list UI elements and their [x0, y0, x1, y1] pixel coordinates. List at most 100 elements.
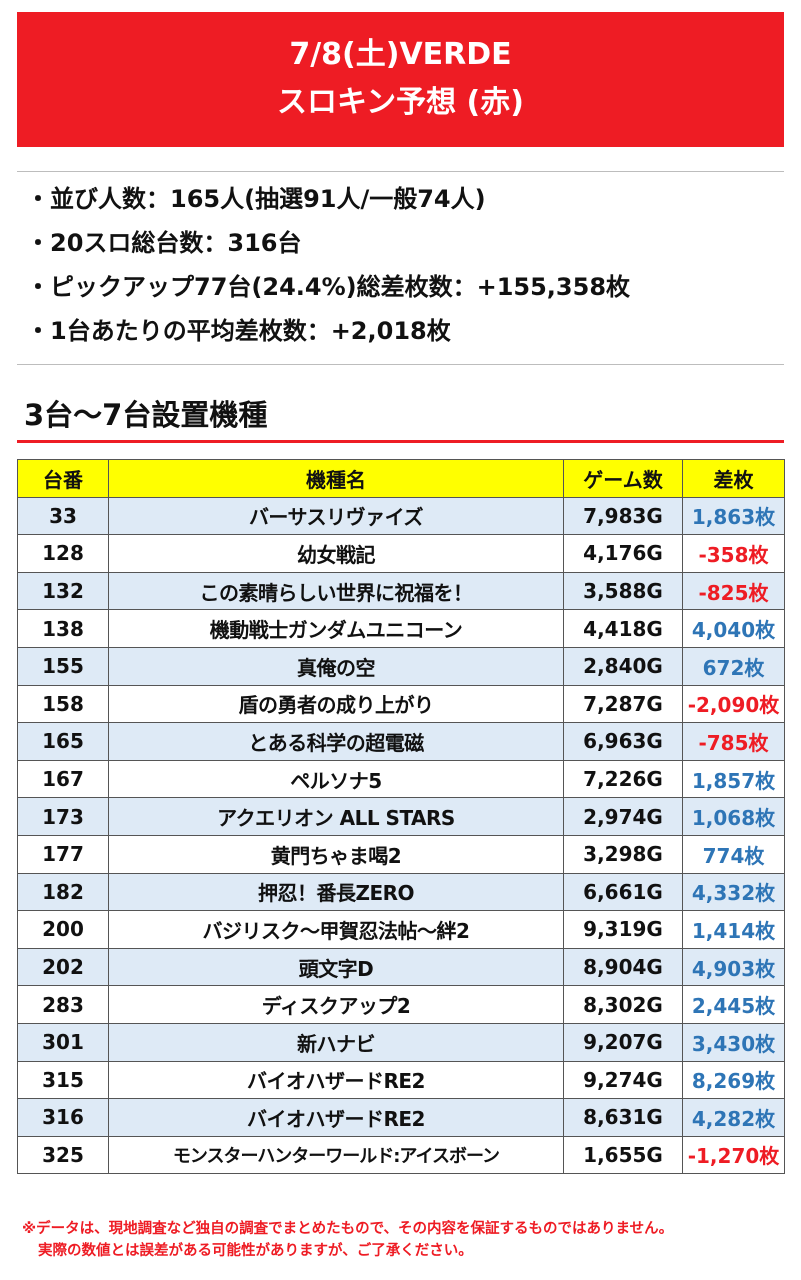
cell-machine-number: 165	[17, 722, 109, 761]
table-row: 155 真俺の空 2,840G 672枚	[17, 646, 785, 686]
table-row: 138 機動戦士ガンダムユニコーン 4,418G 4,040枚	[17, 609, 785, 648]
cell-machine-name: モンスターハンターワールド:アイスボーン	[108, 1135, 564, 1175]
table-row: 182 押忍！番長ZERO 6,661G 4,332枚	[17, 872, 785, 912]
cell-game-count: 8,302G	[563, 985, 683, 1024]
header-game-count: ゲーム数	[563, 459, 683, 498]
table-row: 283 ディスクアップ2 8,302G 2,445枚	[17, 985, 785, 1024]
cell-coin-diff: 774枚	[682, 834, 785, 874]
cell-machine-number: 177	[17, 834, 109, 874]
cell-machine-name: 押忍！番長ZERO	[108, 872, 564, 912]
cell-machine-number: 33	[17, 496, 109, 536]
cell-machine-number: 158	[17, 684, 109, 724]
cell-machine-number: 138	[17, 609, 109, 648]
cell-coin-diff: 8,269枚	[682, 1060, 785, 1100]
cell-coin-diff: -825枚	[682, 571, 785, 611]
cell-game-count: 7,226G	[563, 759, 683, 799]
cell-machine-name: ディスクアップ2	[108, 985, 564, 1024]
header-coin-diff: 差枚	[682, 459, 785, 498]
cell-machine-name: アクエリオン ALL STARS	[108, 797, 564, 836]
cell-game-count: 8,631G	[563, 1098, 683, 1137]
cell-game-count: 1,655G	[563, 1135, 683, 1175]
stat-total-machines: ・20スロ総台数：316台	[26, 229, 302, 257]
table-row: 33 バーサスリヴァイズ 7,983G 1,863枚	[17, 496, 785, 536]
cell-machine-name: バイオハザードRE2	[108, 1098, 564, 1137]
title-banner: 7/8(土)VERDE スロキン予想 (赤)	[17, 12, 784, 147]
cell-coin-diff: 2,445枚	[682, 985, 785, 1024]
cell-machine-number: 173	[17, 797, 109, 836]
stat-average-diff: ・1台あたりの平均差枚数：+2,018枚	[26, 317, 451, 345]
cell-machine-number: 283	[17, 985, 109, 1024]
cell-coin-diff: 1,068枚	[682, 797, 785, 836]
cell-game-count: 2,974G	[563, 797, 683, 836]
table-row: 165 とある科学の超電磁 6,963G -785枚	[17, 722, 785, 761]
cell-machine-number: 325	[17, 1135, 109, 1175]
cell-game-count: 7,983G	[563, 496, 683, 536]
stats-list: ・並び人数：165人(抽選91人/一般74人) ・20スロ総台数：316台 ・ピ…	[26, 185, 630, 361]
cell-machine-name: バジリスク〜甲賀忍法帖〜絆2	[108, 910, 564, 949]
cell-game-count: 3,588G	[563, 571, 683, 611]
divider-top	[17, 171, 784, 172]
cell-game-count: 9,207G	[563, 1022, 683, 1062]
table-row: 173 アクエリオン ALL STARS 2,974G 1,068枚	[17, 797, 785, 836]
cell-coin-diff: -358枚	[682, 534, 785, 573]
cell-coin-diff: -785枚	[682, 722, 785, 761]
cell-coin-diff: 4,903枚	[682, 947, 785, 987]
stat-queue: ・並び人数：165人(抽選91人/一般74人)	[26, 185, 486, 213]
cell-coin-diff: 672枚	[682, 646, 785, 686]
cell-coin-diff: 1,414枚	[682, 910, 785, 949]
section-title: 3台〜7台設置機種	[24, 398, 268, 432]
cell-coin-diff: 3,430枚	[682, 1022, 785, 1062]
table-row: 167 ペルソナ5 7,226G 1,857枚	[17, 759, 785, 799]
table-row: 177 黄門ちゃま喝2 3,298G 774枚	[17, 834, 785, 874]
cell-coin-diff: 4,332枚	[682, 872, 785, 912]
table-row: 200 バジリスク〜甲賀忍法帖〜絆2 9,319G 1,414枚	[17, 910, 785, 949]
cell-machine-name: とある科学の超電磁	[108, 722, 564, 761]
cell-machine-name: 頭文字D	[108, 947, 564, 987]
disclaimer: ※データは、現地調査など独自の調査でまとめたもので、その内容を保証するものではあ…	[22, 1218, 792, 1262]
table-body: 33 バーサスリヴァイズ 7,983G 1,863枚 128 幼女戦記 4,176G -358…	[17, 496, 785, 1175]
cell-game-count: 9,274G	[563, 1060, 683, 1100]
cell-machine-name: 機動戦士ガンダムユニコーン	[108, 609, 564, 648]
cell-machine-number: 316	[17, 1098, 109, 1137]
cell-machine-name: ペルソナ5	[108, 759, 564, 799]
cell-machine-number: 200	[17, 910, 109, 949]
cell-game-count: 3,298G	[563, 834, 683, 874]
cell-machine-number: 315	[17, 1060, 109, 1100]
cell-machine-number: 182	[17, 872, 109, 912]
cell-coin-diff: 1,863枚	[682, 496, 785, 536]
cell-machine-number: 167	[17, 759, 109, 799]
table-row: 202 頭文字D 8,904G 4,903枚	[17, 947, 785, 987]
cell-coin-diff: 4,040枚	[682, 609, 785, 648]
table-row: 301 新ハナビ 9,207G 3,430枚	[17, 1022, 785, 1062]
cell-machine-name: この素晴らしい世界に祝福を！	[108, 571, 564, 611]
cell-machine-name: 真俺の空	[108, 646, 564, 686]
section-underline	[17, 440, 784, 443]
cell-game-count: 4,176G	[563, 534, 683, 573]
cell-game-count: 7,287G	[563, 684, 683, 724]
cell-game-count: 4,418G	[563, 609, 683, 648]
cell-game-count: 9,319G	[563, 910, 683, 949]
table-row: 316 バイオハザードRE2 8,631G 4,282枚	[17, 1098, 785, 1137]
cell-machine-number: 301	[17, 1022, 109, 1062]
cell-game-count: 2,840G	[563, 646, 683, 686]
cell-machine-number: 128	[17, 534, 109, 573]
cell-game-count: 6,661G	[563, 872, 683, 912]
cell-game-count: 6,963G	[563, 722, 683, 761]
cell-machine-name: 幼女戦記	[108, 534, 564, 573]
cell-coin-diff: 1,857枚	[682, 759, 785, 799]
cell-machine-number: 132	[17, 571, 109, 611]
cell-machine-number: 155	[17, 646, 109, 686]
cell-machine-name: 黄門ちゃま喝2	[108, 834, 564, 874]
stat-pickup-total: ・ピックアップ77台(24.4%)総差枚数：+155,358枚	[26, 273, 631, 301]
cell-machine-name: 新ハナビ	[108, 1022, 564, 1062]
disclaimer-line-2: 実際の数値とは誤差がある可能性がありますが、ご了承ください。	[38, 1243, 473, 1259]
machine-table: 台番 機種名 ゲーム数 差枚 33 バーサスリヴァイズ 7,983G 1,863枚 12…	[17, 459, 785, 1175]
table-row: 325 モンスターハンターワールド:アイスボーン 1,655G -1,270枚	[17, 1135, 785, 1175]
table-header-row: 台番 機種名 ゲーム数 差枚	[17, 459, 785, 498]
cell-machine-name: 盾の勇者の成り上がり	[108, 684, 564, 724]
disclaimer-line-1: ※データは、現地調査など独自の調査でまとめたもので、その内容を保証するものではあ…	[22, 1221, 674, 1237]
cell-machine-name: バーサスリヴァイズ	[108, 496, 564, 536]
header-machine-name: 機種名	[108, 459, 564, 498]
cell-machine-name: バイオハザードRE2	[108, 1060, 564, 1100]
